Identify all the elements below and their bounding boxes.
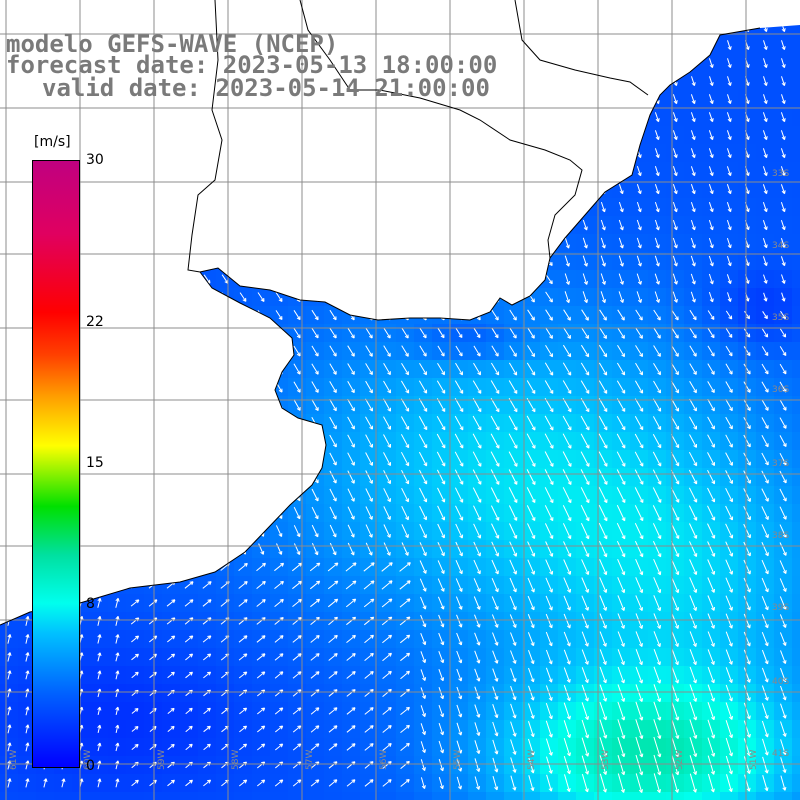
lon-label-51W: 51W [749, 750, 759, 770]
lon-label-54W: 54W [527, 750, 537, 770]
colorbar-tick-30: 30 [86, 152, 104, 168]
lat-label-40S: 40S [772, 677, 789, 687]
lat-label-33S: 33S [772, 169, 789, 179]
lon-label-60W: 60W [83, 750, 93, 770]
border-line-east [299, 0, 583, 259]
lat-label-37S: 37S [772, 459, 789, 469]
lat-label-35S: 35S [772, 313, 789, 323]
colorbar-tick-15: 15 [86, 455, 104, 471]
lat-label-34S: 34S [772, 241, 789, 251]
colorbar [32, 160, 80, 768]
lat-label-36S: 36S [772, 385, 789, 395]
lon-label-52W: 52W [675, 750, 685, 770]
lon-label-59W: 59W [157, 750, 167, 770]
lon-label-53W: 53W [601, 750, 611, 770]
border-line-west [187, 0, 223, 273]
colorbar-tick-22: 22 [86, 313, 104, 330]
border-line-north [514, 0, 649, 96]
colorbar-tick-8: 8 [86, 596, 95, 613]
model-title: modelo GEFS-WAVE (NCEP) [6, 30, 339, 58]
lat-label-41S: 41S [772, 749, 789, 759]
lon-label-55W: 55W [453, 750, 463, 770]
forecast-date: forecast date: 2023-05-13 18:00:00 [6, 51, 498, 79]
lat-label-39S: 39S [772, 603, 789, 613]
colorbar-tick-0: 0 [86, 758, 95, 774]
lon-label-56W: 56W [379, 750, 389, 770]
lon-label-61W: 61W [9, 750, 19, 770]
lat-label-38S: 38S [772, 531, 789, 541]
lon-label-57W: 57W [305, 750, 315, 770]
colorbar-unit: [m/s] [34, 134, 71, 150]
coastline [0, 27, 761, 626]
valid-date: valid date: 2023-05-14 21:00:00 [42, 74, 490, 102]
lon-label-58W: 58W [231, 750, 241, 770]
